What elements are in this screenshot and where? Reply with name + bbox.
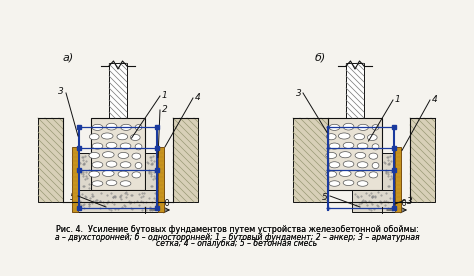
Ellipse shape (372, 163, 379, 169)
Ellipse shape (355, 171, 366, 177)
Ellipse shape (367, 134, 377, 140)
Text: 5: 5 (322, 192, 328, 201)
Bar (346, 63, 364, 118)
Text: 3: 3 (296, 89, 302, 97)
Ellipse shape (135, 163, 142, 169)
Ellipse shape (120, 181, 131, 186)
Ellipse shape (120, 162, 131, 168)
Ellipse shape (130, 134, 140, 140)
Text: сетка; 4 – опалубка; 5 – бетонная смесь: сетка; 4 – опалубка; 5 – бетонная смесь (156, 240, 318, 248)
Bar (173, 118, 198, 202)
Text: 5: 5 (70, 192, 76, 201)
Text: Рис. 4.  Усиление бутовых фундаментов путем устройства железобетонной обоймы:: Рис. 4. Усиление бутовых фундаментов пут… (55, 225, 419, 235)
Ellipse shape (358, 124, 368, 131)
Text: 2: 2 (162, 105, 168, 115)
Bar (77, 153, 91, 190)
Ellipse shape (372, 124, 379, 130)
Ellipse shape (338, 133, 350, 139)
Ellipse shape (329, 124, 340, 131)
Ellipse shape (102, 170, 114, 176)
Ellipse shape (90, 134, 99, 140)
Ellipse shape (343, 161, 354, 167)
Ellipse shape (121, 124, 131, 131)
Ellipse shape (369, 172, 378, 178)
Bar (72, 147, 78, 212)
Text: 4: 4 (432, 95, 438, 105)
Text: а): а) (63, 53, 74, 63)
Ellipse shape (92, 143, 103, 149)
Bar (382, 153, 396, 190)
Ellipse shape (343, 142, 354, 148)
Ellipse shape (118, 152, 129, 158)
Bar (109, 63, 127, 118)
Ellipse shape (372, 144, 379, 150)
Ellipse shape (106, 142, 117, 148)
Text: Рис. 4.  Усиление бутовых фундаментов путем устройства железобетонной обоймы:: Рис. 4. Усиление бутовых фундаментов пут… (55, 225, 419, 235)
Ellipse shape (327, 134, 336, 140)
Ellipse shape (132, 153, 141, 159)
Ellipse shape (92, 124, 103, 131)
Text: а – двухсторонней; б – односторонней; 1 – бутовый фундамент; 2 – анкер; 3 – арма: а – двухсторонней; б – односторонней; 1 … (55, 232, 419, 242)
Ellipse shape (92, 162, 103, 168)
Text: а – двухсторонней; б – односторонней; 1 – бутовый фундамент; 2 – анкер; 3 – арма: а – двухсторонней; б – односторонней; 1 … (55, 232, 419, 242)
Text: 4: 4 (195, 94, 201, 102)
Ellipse shape (329, 143, 340, 149)
Ellipse shape (357, 162, 368, 168)
Bar (395, 147, 401, 212)
Text: сетка; 4 – опалубка; 5 – бетонная смесь: сетка; 4 – опалубка; 5 – бетонная смесь (156, 240, 318, 248)
Ellipse shape (106, 180, 117, 185)
Ellipse shape (354, 134, 365, 140)
Ellipse shape (101, 133, 113, 139)
Ellipse shape (355, 152, 366, 158)
Bar (328, 118, 382, 190)
Bar (158, 147, 164, 212)
Text: 1: 1 (395, 95, 401, 105)
Ellipse shape (369, 153, 378, 159)
Ellipse shape (120, 143, 131, 149)
Bar (91, 118, 145, 190)
Text: 150: 150 (154, 199, 170, 208)
Ellipse shape (326, 152, 337, 158)
Ellipse shape (102, 152, 114, 158)
Ellipse shape (135, 124, 142, 130)
Bar (352, 190, 396, 212)
Ellipse shape (343, 123, 354, 130)
Bar (0, 226, 474, 276)
Text: 3: 3 (407, 198, 413, 206)
Ellipse shape (329, 181, 340, 186)
Ellipse shape (357, 143, 368, 149)
Text: 3: 3 (58, 87, 64, 97)
Ellipse shape (357, 181, 368, 186)
Ellipse shape (329, 162, 340, 168)
Ellipse shape (106, 161, 117, 167)
Text: б): б) (315, 53, 326, 63)
Ellipse shape (118, 171, 129, 177)
Bar (410, 118, 435, 202)
Bar (38, 118, 63, 202)
Ellipse shape (117, 134, 128, 140)
Bar (145, 153, 159, 190)
Ellipse shape (343, 180, 354, 185)
Text: 1: 1 (162, 92, 168, 100)
Ellipse shape (339, 152, 351, 158)
Ellipse shape (92, 181, 103, 186)
Ellipse shape (89, 171, 100, 177)
Ellipse shape (339, 170, 351, 176)
Bar (77, 190, 159, 212)
Text: 150: 150 (391, 199, 407, 208)
Ellipse shape (106, 123, 117, 130)
Ellipse shape (132, 172, 141, 178)
Ellipse shape (326, 171, 337, 177)
Bar (293, 118, 328, 202)
Ellipse shape (135, 144, 142, 150)
Ellipse shape (89, 152, 100, 158)
